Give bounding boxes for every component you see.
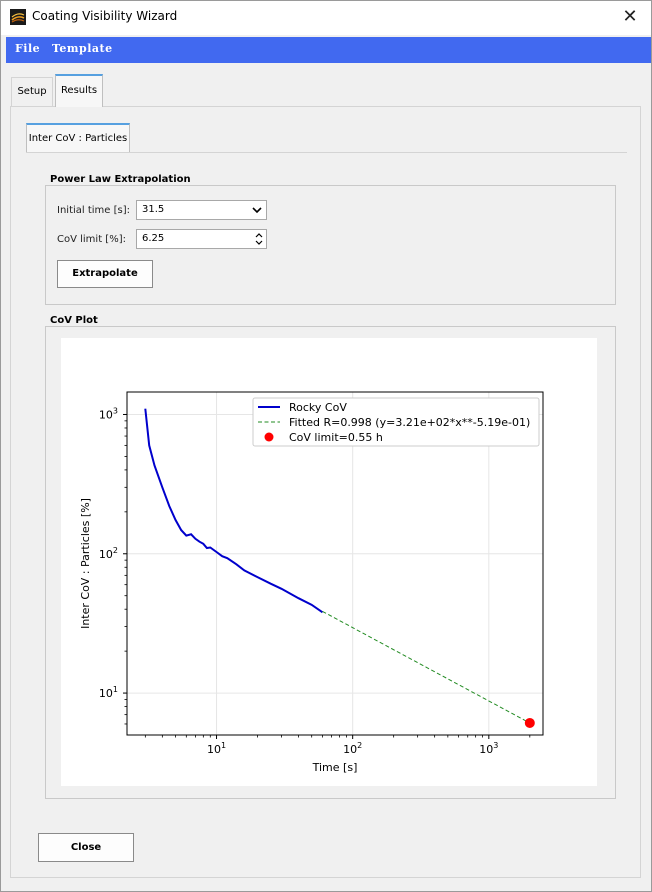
initial-time-value: 31.5 — [142, 204, 165, 215]
x-tick-label: 102 — [343, 741, 362, 756]
tab-results[interactable]: Results — [55, 74, 103, 107]
close-button[interactable]: Close — [38, 833, 134, 862]
legend-entry: Fitted R=0.998 (y=3.21e+02*x**-5.19e-01) — [289, 416, 530, 429]
power-law-group-title: Power Law Extrapolation — [47, 174, 194, 185]
fitted-line — [322, 610, 531, 724]
window-close-icon[interactable]: ✕ — [622, 6, 638, 27]
title-bar: Coating Visibility Wizard ✕ — [1, 1, 651, 35]
legend-entry: CoV limit=0.55 h — [289, 431, 383, 444]
cov-chart: 101 102 103 101 102 103 Time [s] Inter CoV : Pa… — [79, 391, 544, 774]
y-tick-label: 101 — [99, 685, 118, 700]
app-logo-icon — [10, 9, 26, 25]
legend-box — [252, 397, 540, 447]
window-title: Coating Visibility Wizard — [32, 9, 178, 23]
cov-limit-label: CoV limit [%]: — [57, 234, 126, 245]
menu-template[interactable]: Template — [52, 42, 113, 55]
cov-limit-value: 6.25 — [142, 233, 165, 244]
extrapolate-button[interactable]: Extrapolate — [57, 260, 153, 288]
spin-down-icon[interactable] — [255, 240, 263, 248]
initial-time-select[interactable]: 31.5 — [136, 200, 267, 220]
y-tick-label: 102 — [99, 546, 118, 561]
menu-bar: File Template — [6, 37, 651, 63]
tab-setup[interactable]: Setup — [11, 77, 53, 107]
x-tick-label: 101 — [207, 741, 226, 756]
cov-plot-group-title: CoV Plot — [47, 315, 101, 326]
cov-limit-marker — [524, 717, 535, 728]
x-tick-label: 103 — [479, 741, 498, 756]
power-law-group — [45, 185, 616, 305]
y-tick-label: 103 — [99, 406, 118, 421]
cov-limit-spinbox[interactable]: 6.25 — [136, 229, 267, 249]
chevron-down-icon — [252, 201, 262, 225]
cov-plot-canvas: 101 102 103 101 102 103 Time [s] Inter CoV : Pa… — [61, 338, 597, 786]
spin-up-icon[interactable] — [255, 232, 263, 240]
legend-marker — [264, 432, 274, 442]
tab-inter-cov-particles[interactable]: Inter CoV : Particles — [26, 123, 130, 153]
x-axis-label: Time [s] — [312, 761, 358, 774]
y-axis-label: Inter CoV : Particles [%] — [79, 498, 92, 629]
menu-file[interactable]: File — [15, 42, 41, 55]
cov-plot-group — [45, 326, 616, 799]
subtab-divider — [26, 152, 627, 153]
axes-frame — [126, 391, 544, 736]
legend-entry: Rocky CoV — [289, 401, 347, 414]
initial-time-label: Initial time [s]: — [57, 205, 131, 216]
rocky-cov-line — [144, 408, 324, 614]
